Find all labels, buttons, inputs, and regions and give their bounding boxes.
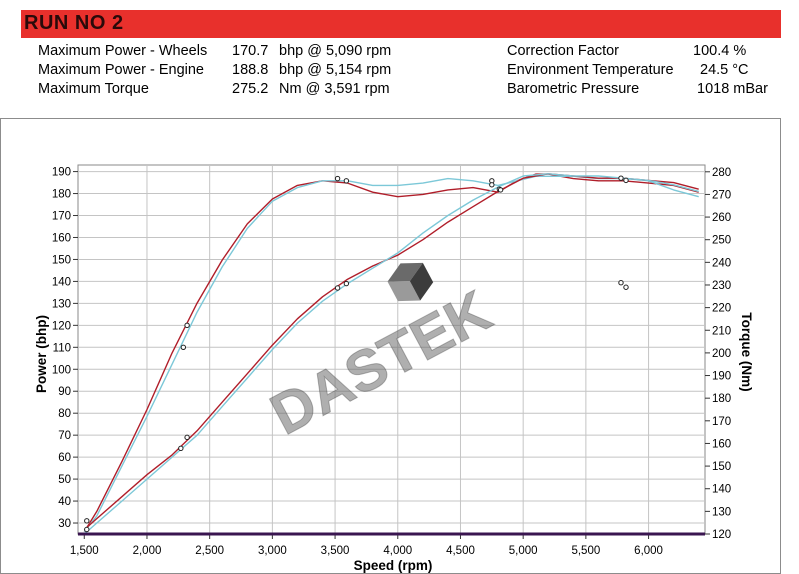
curve-marker bbox=[623, 284, 629, 290]
condition-value-temperature: 24.5 °C bbox=[700, 62, 749, 78]
y-tick-label: 40 bbox=[58, 496, 71, 508]
y-tick-label: 170 bbox=[52, 211, 71, 223]
stat-label-max-torque: Maximum Torque bbox=[38, 81, 149, 97]
torque-curve bbox=[83, 173, 699, 533]
y2-tick-label: 270 bbox=[712, 189, 731, 201]
y-tick-label: 180 bbox=[52, 189, 71, 201]
condition-value-pressure: 1018 mBar bbox=[697, 81, 768, 97]
y2-tick-label: 130 bbox=[712, 506, 731, 518]
y2-tick-label: 240 bbox=[712, 257, 731, 269]
y-tick-label: 190 bbox=[52, 167, 71, 179]
y2-tick-label: 250 bbox=[712, 235, 731, 247]
curve-marker bbox=[343, 280, 350, 287]
x-tick-label: 4,500 bbox=[446, 545, 475, 557]
y2-axis-title: Torque (Nm) bbox=[739, 312, 754, 391]
curve-marker bbox=[84, 526, 90, 533]
curve-marker bbox=[497, 187, 504, 193]
curve-marker bbox=[623, 177, 629, 184]
x-tick-label: 2,000 bbox=[133, 545, 162, 557]
x-tick-label: 2,500 bbox=[195, 545, 224, 557]
x-tick-label: 1,500 bbox=[70, 545, 99, 557]
stat-value-max-torque: 275.2 bbox=[232, 81, 269, 97]
y-axis-title: Power (bhp) bbox=[34, 315, 49, 393]
y-tick-label: 120 bbox=[52, 320, 71, 332]
stat-label-power-engine: Maximum Power - Engine bbox=[38, 62, 204, 78]
y-tick-label: 30 bbox=[58, 518, 71, 530]
x-tick-label: 3,500 bbox=[321, 545, 350, 557]
curve-marker bbox=[343, 178, 350, 184]
y-tick-label: 80 bbox=[58, 408, 71, 420]
stat-unit-max-torque: Nm @ 3,591 rpm bbox=[279, 81, 390, 97]
curve-marker bbox=[618, 175, 624, 181]
curve-marker bbox=[178, 445, 184, 452]
y-tick-label: 50 bbox=[58, 474, 71, 486]
stat-unit-power-wheels: bhp @ 5,090 rpm bbox=[279, 43, 392, 59]
y-tick-label: 160 bbox=[52, 232, 71, 244]
condition-label-temperature: Environment Temperature bbox=[507, 62, 674, 78]
y2-tick-label: 120 bbox=[712, 529, 731, 541]
run-title: RUN NO 2 bbox=[24, 12, 124, 34]
condition-label-correction: Correction Factor bbox=[507, 43, 620, 59]
curve-layer bbox=[83, 173, 699, 535]
x-tick-label: 3,000 bbox=[258, 545, 287, 557]
y-tick-label: 70 bbox=[58, 430, 71, 442]
y2-tick-label: 150 bbox=[712, 461, 731, 473]
x-tick-label: 5,500 bbox=[571, 545, 600, 557]
stat-value-power-engine: 188.8 bbox=[232, 62, 269, 78]
x-tick-label: 4,000 bbox=[383, 545, 412, 557]
axis-layer: 1,500 2,000 2,500 3,000 3,500 4,000 4,500 5,000… bbox=[52, 167, 731, 557]
y2-tick-label: 170 bbox=[712, 416, 731, 428]
y2-tick-label: 210 bbox=[712, 325, 731, 337]
run-title-bar: RUN NO 2 bbox=[21, 10, 781, 38]
y2-tick-label: 200 bbox=[712, 348, 731, 360]
y2-tick-label: 230 bbox=[712, 280, 731, 292]
stat-value-power-wheels: 170.7 bbox=[232, 43, 269, 59]
curve-marker bbox=[618, 280, 624, 286]
stat-label-power-wheels: Maximum Power - Wheels bbox=[38, 43, 208, 59]
y2-tick-label: 140 bbox=[712, 484, 731, 496]
y-tick-label: 100 bbox=[52, 364, 71, 376]
condition-label-pressure: Barometric Pressure bbox=[507, 81, 640, 97]
dastek-cube-logo bbox=[387, 262, 434, 302]
y-tick-label: 140 bbox=[52, 276, 71, 288]
condition-value-correction: 100.4 % bbox=[693, 43, 747, 59]
x-axis-title: Speed (rpm) bbox=[354, 558, 433, 573]
y-tick-label: 90 bbox=[58, 386, 71, 398]
curve-marker bbox=[334, 175, 341, 182]
x-tick-label: 5,000 bbox=[509, 545, 538, 557]
y-tick-label: 110 bbox=[53, 342, 71, 354]
y-tick-label: 130 bbox=[52, 298, 71, 310]
curve-marker bbox=[184, 322, 190, 329]
curve-marker bbox=[180, 344, 187, 351]
curve-marker bbox=[84, 518, 90, 524]
y2-tick-label: 260 bbox=[712, 212, 731, 224]
y2-tick-label: 180 bbox=[712, 393, 731, 405]
y2-tick-label: 280 bbox=[712, 167, 731, 179]
y2-tick-label: 190 bbox=[712, 371, 731, 383]
power-curve bbox=[83, 173, 699, 535]
stat-unit-power-engine: bhp @ 5,154 rpm bbox=[279, 62, 392, 78]
y2-tick-label: 160 bbox=[712, 438, 731, 450]
y-tick-label: 60 bbox=[58, 452, 71, 464]
x-tick-label: 6,000 bbox=[634, 545, 663, 557]
curve-marker bbox=[489, 182, 495, 188]
curve-marker bbox=[184, 434, 190, 441]
y2-tick-label: 220 bbox=[712, 303, 731, 315]
y-tick-label: 150 bbox=[52, 254, 71, 266]
curve-marker bbox=[334, 285, 341, 291]
marker-layer bbox=[84, 175, 629, 533]
